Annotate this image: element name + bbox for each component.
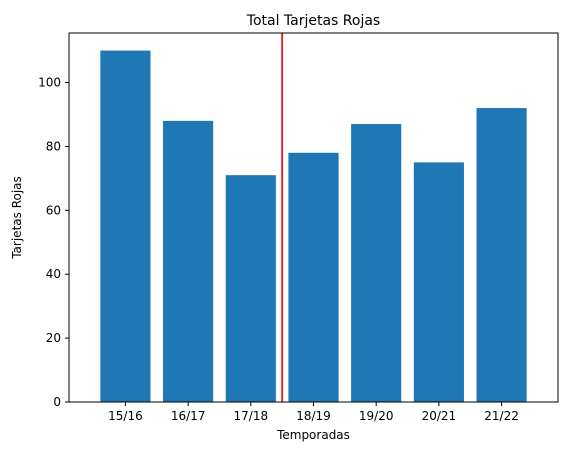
x-tick-label: 21/22 [484, 409, 519, 423]
plot-frame [68, 32, 559, 403]
x-tick-label: 18/19 [296, 409, 331, 423]
bar-18-19 [288, 152, 339, 402]
y-axis-title: Tarjetas Rojas [10, 176, 24, 260]
x-tick-label: 17/18 [234, 409, 269, 423]
x-axis-title: Temporadas [276, 428, 350, 442]
bar-15-16 [100, 50, 151, 402]
bar-20-21 [413, 162, 464, 402]
y-tick-label: 100 [38, 76, 61, 90]
y-axis-ticks: 0 20 40 60 80 100 [38, 76, 69, 409]
y-tick-label: 0 [53, 395, 61, 409]
bar-19-20 [351, 124, 402, 403]
x-tick-label: 16/17 [171, 409, 206, 423]
x-tick-label: 19/20 [359, 409, 394, 423]
x-tick-label: 20/21 [422, 409, 457, 423]
bars-group [100, 50, 527, 403]
bar-16-17 [163, 120, 214, 402]
x-tick-label: 15/16 [108, 409, 143, 423]
y-tick-label: 80 [46, 139, 61, 153]
chart-title: Total Tarjetas Rojas [246, 13, 380, 29]
bar-17-18 [225, 175, 276, 402]
y-tick-label: 60 [46, 203, 61, 217]
y-tick-label: 40 [46, 267, 61, 281]
y-tick-label: 20 [46, 331, 61, 345]
bar-21-22 [476, 108, 527, 403]
x-axis-ticks: 15/16 16/17 17/18 18/19 19/20 20/21 21/22 [108, 402, 519, 423]
